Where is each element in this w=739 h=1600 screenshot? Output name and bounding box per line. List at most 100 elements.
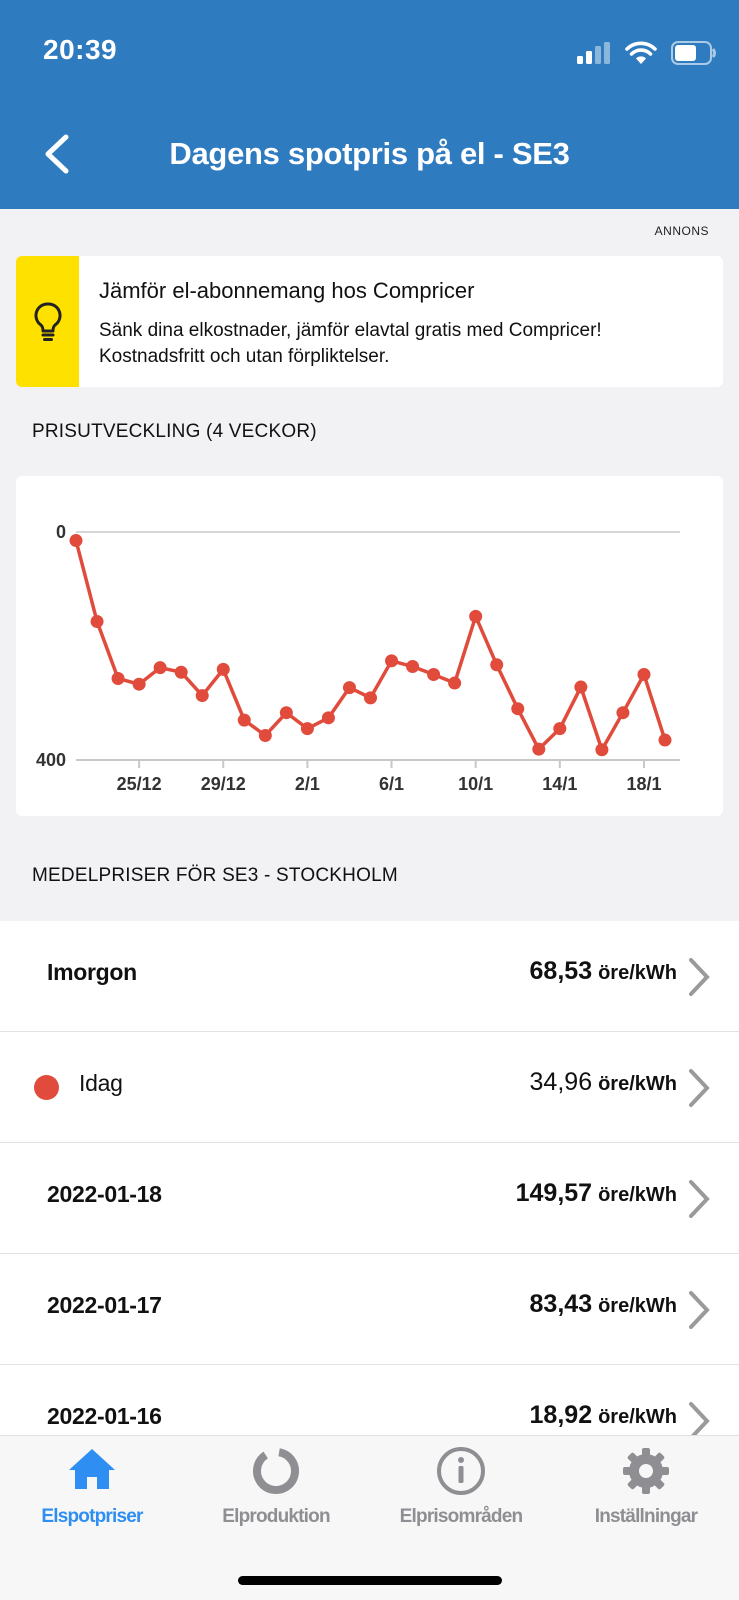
tab-label: Elprisområden <box>399 1506 523 1527</box>
data-point <box>532 742 546 756</box>
row-price: 18,92 öre/kWh <box>530 1401 677 1430</box>
data-point <box>574 680 588 694</box>
chevron-right-icon <box>689 1402 710 1440</box>
row-price: 34,96 öre/kWh <box>530 1068 677 1097</box>
y-tick-label: 0 <box>56 522 66 542</box>
ad-icon-bar <box>16 256 79 387</box>
tab-label: Elproduktion <box>222 1506 330 1527</box>
price-row-2022-01-18[interactable]: 2022-01-18 149,57 öre/kWh <box>0 1143 739 1254</box>
data-point <box>195 689 209 703</box>
chevron-right-icon <box>689 958 710 996</box>
data-point <box>300 722 314 736</box>
data-point <box>111 671 125 685</box>
row-price: 83,43 öre/kWh <box>530 1290 677 1319</box>
data-point <box>279 706 293 720</box>
row-label: 2022-01-18 <box>47 1181 162 1207</box>
y-tick-label: 400 <box>36 750 66 770</box>
status-icons <box>577 40 717 66</box>
price-row-tomorrow[interactable]: Imorgon 68,53 öre/kWh <box>0 921 739 1032</box>
home-indicator <box>238 1576 502 1585</box>
data-point <box>321 711 335 725</box>
data-point <box>448 676 462 690</box>
data-point <box>616 706 630 720</box>
data-point <box>237 713 251 727</box>
x-tick-label: 25/12 <box>117 774 162 794</box>
price-value: 34,96 <box>529 1068 593 1096</box>
price-list: Imorgon 68,53 öre/kWh Idag 34,96 öre/kWh… <box>0 921 739 1476</box>
chevron-right-icon <box>689 1069 710 1107</box>
tab-elproduktion[interactable]: Elproduktion <box>184 1436 368 1546</box>
tab-installningar[interactable]: Inställningar <box>554 1436 738 1546</box>
chevron-right-icon <box>689 1291 710 1329</box>
data-point <box>511 702 525 716</box>
price-value: 83,43 <box>529 1290 593 1318</box>
data-point <box>469 609 483 623</box>
chart-section-label: PRISUTVECKLING (4 VECKOR) <box>32 421 317 442</box>
data-point <box>553 722 567 736</box>
data-point <box>490 658 504 672</box>
price-chart: 400 0 25/12 29/12 2/1 6/1 10/1 14/1 18/1 <box>36 522 680 794</box>
data-point <box>637 668 651 681</box>
x-tick-label: 18/1 <box>626 774 661 794</box>
ad-text: Sänk dina elkostnader, jämför elavtal gr… <box>99 320 602 367</box>
row-price: 68,53 öre/kWh <box>530 957 677 986</box>
info-icon <box>437 1447 485 1495</box>
data-point <box>216 662 230 676</box>
price-unit: öre/kWh <box>598 1184 677 1206</box>
data-point <box>658 733 672 747</box>
row-label: Imorgon <box>47 959 137 985</box>
status-time: 20:39 <box>43 34 118 65</box>
data-point <box>90 614 104 628</box>
chevron-right-icon <box>689 1180 710 1218</box>
row-label: 2022-01-16 <box>47 1403 162 1429</box>
cellular-signal-icon <box>577 42 610 64</box>
donut-icon <box>253 1448 299 1494</box>
x-tick-label: 29/12 <box>201 774 246 794</box>
ad-title: Jämför el-abonnemang hos Compricer <box>99 278 475 303</box>
tab-label: Elspotpriser <box>41 1506 143 1527</box>
battery-icon <box>671 41 716 65</box>
row-price: 149,57 öre/kWh <box>516 1179 677 1208</box>
header: 20:39 Dagens spotpris <box>0 0 739 209</box>
price-value: 18,92 <box>529 1401 593 1429</box>
ad-tag: ANNONS <box>654 224 709 238</box>
price-value: 68,53 <box>529 957 593 985</box>
price-unit: öre/kWh <box>598 1295 677 1317</box>
chevron-left-icon <box>45 134 69 174</box>
price-unit: öre/kWh <box>598 1406 677 1428</box>
wifi-icon <box>625 41 657 64</box>
data-point <box>364 691 377 705</box>
tab-bar: Elspotpriser Elproduktion Elprisområden <box>0 1435 739 1600</box>
data-point <box>153 661 167 675</box>
data-point <box>595 743 609 757</box>
x-tick-label: 2/1 <box>295 774 320 794</box>
page-title: Dagens spotpris på el - SE3 <box>169 136 570 171</box>
gear-icon <box>623 1448 669 1494</box>
lightbulb-icon <box>33 302 62 341</box>
data-point <box>132 677 146 691</box>
price-unit: öre/kWh <box>598 1073 677 1095</box>
row-label: 2022-01-17 <box>47 1292 162 1318</box>
back-button[interactable] <box>34 128 78 180</box>
x-tick-label: 6/1 <box>379 774 404 794</box>
data-point <box>385 654 399 668</box>
price-unit: öre/kWh <box>598 962 677 984</box>
row-label: Idag <box>79 1070 123 1096</box>
data-point <box>258 728 272 742</box>
price-value: 149,57 <box>515 1179 593 1207</box>
today-indicator-dot <box>34 1075 59 1100</box>
ad-banner[interactable]: Jämför el-abonnemang hos Compricer Sänk … <box>16 256 723 387</box>
home-icon <box>69 1449 115 1489</box>
tab-label: Inställningar <box>594 1506 698 1527</box>
tab-elprisomraden[interactable]: Elprisområden <box>369 1436 553 1546</box>
price-chart-card: 400 0 25/12 29/12 2/1 6/1 10/1 14/1 18/1 <box>16 476 723 816</box>
price-row-today[interactable]: Idag 34,96 öre/kWh <box>0 1032 739 1143</box>
x-tick-label: 10/1 <box>458 774 493 794</box>
data-point <box>427 668 441 681</box>
price-row-2022-01-17[interactable]: 2022-01-17 83,43 öre/kWh <box>0 1254 739 1365</box>
data-point <box>69 534 83 548</box>
data-point <box>174 665 188 679</box>
tab-elspotpriser[interactable]: Elspotpriser <box>0 1436 184 1546</box>
x-tick-label: 14/1 <box>542 774 577 794</box>
